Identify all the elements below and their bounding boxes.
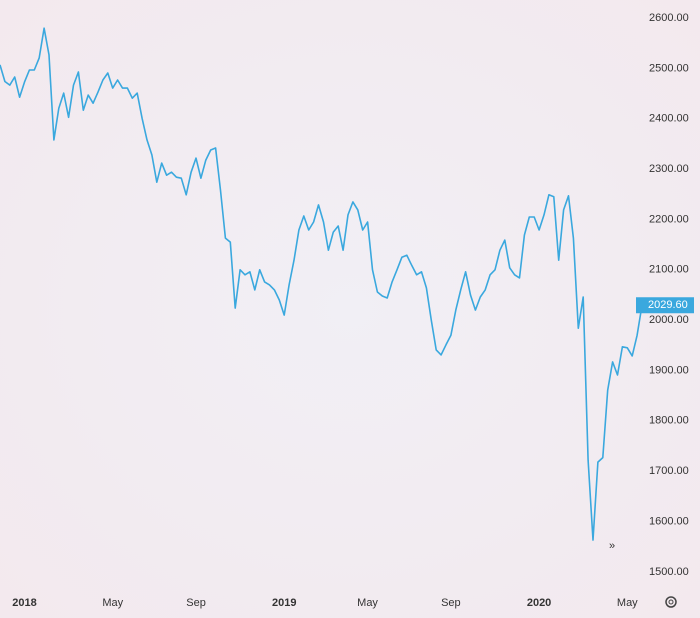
y-tick-label: 2100.00 bbox=[649, 264, 689, 276]
settings-icon[interactable] bbox=[665, 596, 677, 608]
x-tick-label: May bbox=[357, 597, 378, 609]
price-line bbox=[0, 27, 643, 541]
x-tick-label: 2020 bbox=[527, 597, 551, 609]
y-tick-label: 1900.00 bbox=[649, 364, 689, 376]
y-tick-label: 2500.00 bbox=[649, 62, 689, 74]
x-tick-label: 2019 bbox=[272, 597, 296, 609]
y-tick-label: 2600.00 bbox=[649, 12, 689, 24]
x-tick-label: May bbox=[102, 597, 123, 609]
y-tick-label: 1800.00 bbox=[649, 415, 689, 427]
y-tick-label: 2000.00 bbox=[649, 314, 689, 326]
x-tick-label: May bbox=[617, 597, 638, 609]
price-label: 2029.60 bbox=[648, 299, 688, 311]
x-tick-label: 2018 bbox=[12, 597, 36, 609]
y-tick-label: 2300.00 bbox=[649, 163, 689, 175]
scroll-icon[interactable]: » bbox=[609, 540, 615, 552]
x-tick-label: Sep bbox=[186, 597, 206, 609]
y-tick-label: 1700.00 bbox=[649, 465, 689, 477]
y-tick-label: 2400.00 bbox=[649, 113, 689, 125]
y-tick-label: 1500.00 bbox=[649, 566, 689, 578]
x-tick-label: Sep bbox=[441, 597, 461, 609]
y-tick-label: 2200.00 bbox=[649, 213, 689, 225]
y-tick-label: 1600.00 bbox=[649, 515, 689, 527]
price-label-box bbox=[636, 297, 694, 314]
